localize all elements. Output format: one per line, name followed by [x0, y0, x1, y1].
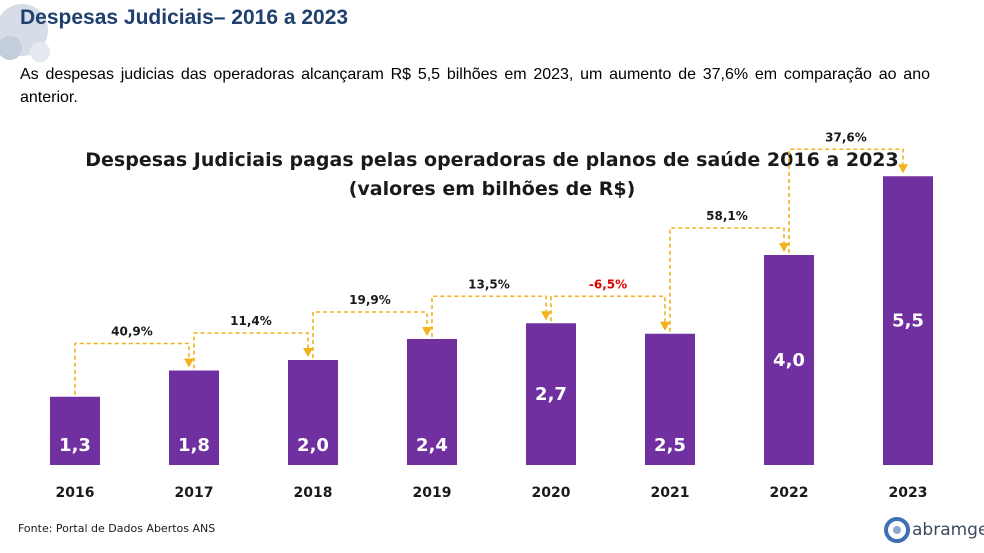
arrow-down-icon [779, 243, 789, 252]
change-connector [550, 295, 666, 322]
change-connector [669, 227, 785, 332]
source-note: Fonte: Portal de Dados Abertos ANS [18, 522, 216, 535]
change-connector [788, 148, 904, 253]
arrow-down-icon [422, 327, 432, 336]
intro-text: As despesas judicias das operadoras alca… [20, 66, 930, 106]
bar-value-label: 2,5 [654, 435, 686, 456]
change-label: 11,4% [230, 314, 272, 328]
bar-value-label: 2,0 [297, 435, 329, 456]
bar-2021 [645, 333, 695, 465]
change-label: 13,5% [468, 277, 510, 291]
x-tick-label: 2022 [770, 485, 809, 501]
chart-subtitle: (valores em bilhões de R$) [349, 178, 636, 200]
bar-value-label: 5,5 [892, 311, 924, 332]
bar-value-label: 1,3 [59, 435, 91, 456]
decorative-circles [0, 4, 50, 62]
brand-logo: abramge [884, 514, 984, 546]
bar-2019 [407, 339, 457, 465]
bar-2023 [883, 176, 933, 465]
bar-2017 [169, 370, 219, 465]
change-connector [312, 311, 428, 358]
x-tick-label: 2017 [175, 485, 214, 501]
change-connector [74, 342, 190, 395]
change-label: 40,9% [111, 325, 153, 339]
bar-2020 [526, 323, 576, 465]
x-tick-label: 2020 [532, 485, 571, 501]
arrow-down-icon [898, 164, 908, 174]
chart-title: Despesas Judiciais pagas pelas operadora… [85, 149, 898, 171]
bar-value-label: 1,8 [178, 435, 210, 456]
arrow-down-icon [303, 348, 313, 357]
bar-2022 [764, 255, 814, 465]
brand-logo-icon [884, 517, 910, 543]
x-tick-label: 2016 [56, 485, 95, 501]
change-label: 37,6% [825, 130, 867, 144]
brand-name: abramge [912, 520, 984, 540]
arrow-down-icon [660, 321, 670, 331]
bar-value-label: 4,0 [773, 350, 805, 371]
x-tick-label: 2021 [651, 485, 690, 501]
slide-title: Despesas Judiciais– 2016 a 2023 [20, 6, 349, 29]
bar-value-label: 2,7 [535, 384, 567, 405]
bar-2018 [288, 360, 338, 465]
x-tick-label: 2018 [294, 485, 333, 501]
bar-2016 [50, 396, 100, 465]
change-label: 58,1% [706, 209, 748, 223]
bar-value-label: 2,4 [416, 435, 448, 456]
x-tick-label: 2019 [413, 485, 452, 501]
x-tick-label: 2023 [889, 485, 928, 501]
change-label: -6,5% [589, 277, 627, 291]
arrow-down-icon [184, 358, 194, 368]
change-connector [431, 295, 547, 337]
arrow-down-icon [541, 311, 551, 321]
change-connector [193, 332, 309, 369]
change-label: 19,9% [349, 293, 391, 307]
